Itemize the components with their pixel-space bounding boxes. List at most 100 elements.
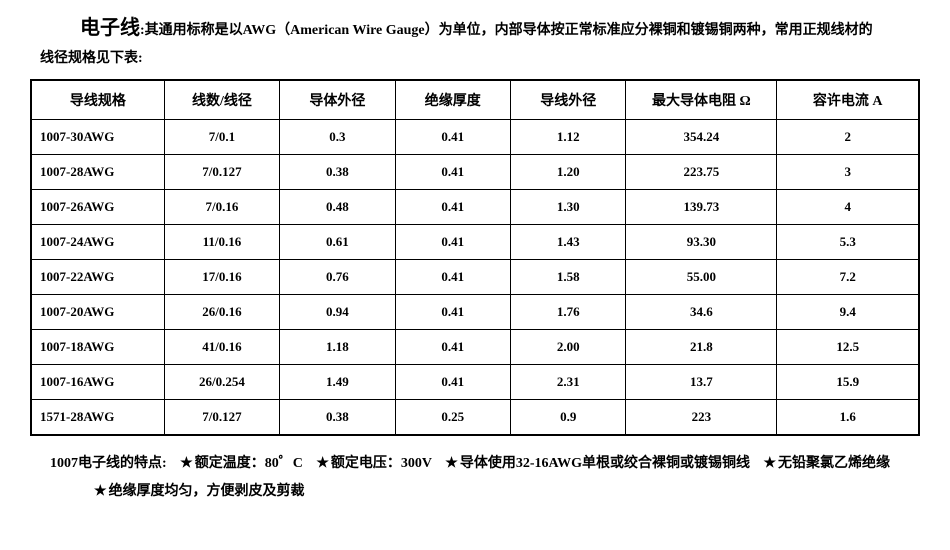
footer-item-3: ★无铅聚氯乙烯绝缘 xyxy=(753,456,890,471)
cell-8-2: 0.38 xyxy=(280,400,395,436)
cell-3-1: 11/0.16 xyxy=(164,225,279,260)
col-header-6: 容许电流 A xyxy=(777,80,919,120)
cell-4-5: 55.00 xyxy=(626,260,777,295)
col-header-4: 导线外径 xyxy=(511,80,626,120)
cell-4-0: 1007-22AWG xyxy=(31,260,164,295)
cell-5-5: 34.6 xyxy=(626,295,777,330)
cell-5-2: 0.94 xyxy=(280,295,395,330)
cell-0-6: 2 xyxy=(777,120,919,155)
col-header-2: 导体外径 xyxy=(280,80,395,120)
intro-line2: 线径规格见下表: xyxy=(40,46,920,71)
col-header-0: 导线规格 xyxy=(31,80,164,120)
footer-item-4: ★绝缘厚度均匀，方便剥皮及剪裁 xyxy=(84,484,305,499)
cell-4-3: 0.41 xyxy=(395,260,510,295)
cell-2-1: 7/0.16 xyxy=(164,190,279,225)
cell-6-6: 12.5 xyxy=(777,330,919,365)
table-header-row: 导线规格线数/线径导体外径绝缘厚度导线外径最大导体电阻 Ω容许电流 A xyxy=(31,80,919,120)
cell-7-5: 13.7 xyxy=(626,365,777,400)
wire-spec-table: 导线规格线数/线径导体外径绝缘厚度导线外径最大导体电阻 Ω容许电流 A 1007… xyxy=(30,79,920,436)
cell-2-6: 4 xyxy=(777,190,919,225)
cell-6-1: 41/0.16 xyxy=(164,330,279,365)
cell-0-4: 1.12 xyxy=(511,120,626,155)
cell-7-6: 15.9 xyxy=(777,365,919,400)
cell-8-0: 1571-28AWG xyxy=(31,400,164,436)
cell-3-6: 5.3 xyxy=(777,225,919,260)
footer-item-2: ★导体使用32-16AWG单根或绞合裸铜或镀锡铜线 xyxy=(435,456,750,471)
cell-2-5: 139.73 xyxy=(626,190,777,225)
table-head: 导线规格线数/线径导体外径绝缘厚度导线外径最大导体电阻 Ω容许电流 A xyxy=(31,80,919,120)
cell-3-3: 0.41 xyxy=(395,225,510,260)
cell-3-4: 1.43 xyxy=(511,225,626,260)
cell-2-2: 0.48 xyxy=(280,190,395,225)
table-body: 1007-30AWG7/0.10.30.411.12354.2421007-28… xyxy=(31,120,919,436)
cell-0-3: 0.41 xyxy=(395,120,510,155)
cell-6-2: 1.18 xyxy=(280,330,395,365)
cell-0-0: 1007-30AWG xyxy=(31,120,164,155)
cell-3-5: 93.30 xyxy=(626,225,777,260)
cell-1-2: 0.38 xyxy=(280,155,395,190)
cell-6-4: 2.00 xyxy=(511,330,626,365)
table-row: 1007-28AWG7/0.1270.380.411.20223.753 xyxy=(31,155,919,190)
cell-8-5: 223 xyxy=(626,400,777,436)
cell-3-0: 1007-24AWG xyxy=(31,225,164,260)
star-icon: ★ xyxy=(180,456,193,471)
footer-item-0: ★额定温度：80゜C xyxy=(170,456,303,471)
cell-6-5: 21.8 xyxy=(626,330,777,365)
cell-8-6: 1.6 xyxy=(777,400,919,436)
cell-2-4: 1.30 xyxy=(511,190,626,225)
cell-1-6: 3 xyxy=(777,155,919,190)
cell-5-6: 9.4 xyxy=(777,295,919,330)
cell-2-3: 0.41 xyxy=(395,190,510,225)
table-row: 1007-20AWG26/0.160.940.411.7634.69.4 xyxy=(31,295,919,330)
table-row: 1571-28AWG7/0.1270.380.250.92231.6 xyxy=(31,400,919,436)
footer-item-1: ★额定电压：300V xyxy=(306,456,431,471)
intro-title: 电子线 xyxy=(80,17,140,39)
cell-0-2: 0.3 xyxy=(280,120,395,155)
cell-1-5: 223.75 xyxy=(626,155,777,190)
footer-lead: 1007电子线的特点: xyxy=(50,456,167,471)
cell-1-4: 1.20 xyxy=(511,155,626,190)
table-row: 1007-18AWG41/0.161.180.412.0021.812.5 xyxy=(31,330,919,365)
footer-notes: 1007电子线的特点: ★额定温度：80゜C ★额定电压：300V ★导体使用3… xyxy=(30,450,920,506)
cell-7-3: 0.41 xyxy=(395,365,510,400)
cell-8-3: 0.25 xyxy=(395,400,510,436)
cell-1-3: 0.41 xyxy=(395,155,510,190)
cell-4-1: 17/0.16 xyxy=(164,260,279,295)
table-row: 1007-22AWG17/0.160.760.411.5855.007.2 xyxy=(31,260,919,295)
col-header-3: 绝缘厚度 xyxy=(395,80,510,120)
cell-6-0: 1007-18AWG xyxy=(31,330,164,365)
table-row: 1007-16AWG26/0.2541.490.412.3113.715.9 xyxy=(31,365,919,400)
cell-4-2: 0.76 xyxy=(280,260,395,295)
footer-line2: ★绝缘厚度均匀，方便剥皮及剪裁 xyxy=(50,478,920,506)
star-icon: ★ xyxy=(763,456,776,471)
intro-body: :其通用标称是以AWG（American Wire Gauge）为单位，内部导体… xyxy=(140,23,873,38)
cell-0-1: 7/0.1 xyxy=(164,120,279,155)
col-header-1: 线数/线径 xyxy=(164,80,279,120)
cell-7-1: 26/0.254 xyxy=(164,365,279,400)
cell-4-4: 1.58 xyxy=(511,260,626,295)
cell-1-0: 1007-28AWG xyxy=(31,155,164,190)
col-header-5: 最大导体电阻 Ω xyxy=(626,80,777,120)
cell-2-0: 1007-26AWG xyxy=(31,190,164,225)
cell-5-4: 1.76 xyxy=(511,295,626,330)
cell-6-3: 0.41 xyxy=(395,330,510,365)
cell-8-1: 7/0.127 xyxy=(164,400,279,436)
table-row: 1007-26AWG7/0.160.480.411.30139.734 xyxy=(31,190,919,225)
cell-5-3: 0.41 xyxy=(395,295,510,330)
cell-8-4: 0.9 xyxy=(511,400,626,436)
star-icon: ★ xyxy=(445,456,458,471)
cell-7-2: 1.49 xyxy=(280,365,395,400)
page: 电子线:其通用标称是以AWG（American Wire Gauge）为单位，内… xyxy=(0,0,950,506)
cell-3-2: 0.61 xyxy=(280,225,395,260)
cell-4-6: 7.2 xyxy=(777,260,919,295)
star-icon: ★ xyxy=(316,456,329,471)
table-row: 1007-24AWG11/0.160.610.411.4393.305.3 xyxy=(31,225,919,260)
cell-0-5: 354.24 xyxy=(626,120,777,155)
star-icon: ★ xyxy=(94,484,107,499)
cell-1-1: 7/0.127 xyxy=(164,155,279,190)
cell-7-4: 2.31 xyxy=(511,365,626,400)
table-row: 1007-30AWG7/0.10.30.411.12354.242 xyxy=(31,120,919,155)
cell-5-1: 26/0.16 xyxy=(164,295,279,330)
footer-line1: 1007电子线的特点: ★额定温度：80゜C ★额定电压：300V ★导体使用3… xyxy=(50,450,920,478)
cell-5-0: 1007-20AWG xyxy=(31,295,164,330)
